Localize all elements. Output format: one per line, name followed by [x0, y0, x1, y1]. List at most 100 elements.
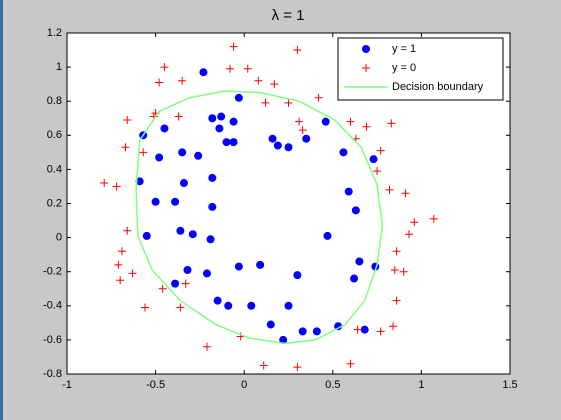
y-tick-label: 0.2: [47, 197, 62, 209]
legend-label: y = 0: [392, 62, 416, 74]
point: [176, 303, 185, 312]
point: [261, 98, 270, 107]
point: [247, 301, 256, 310]
window-edge: [0, 0, 3, 420]
point: [121, 143, 130, 152]
point: [155, 78, 164, 87]
legend-swatch: [362, 64, 370, 72]
point: [266, 320, 275, 329]
point: [355, 257, 364, 266]
point: [284, 143, 293, 152]
point: [387, 119, 396, 128]
legend-label: Decision boundary: [392, 81, 484, 93]
point: [160, 124, 169, 133]
point: [215, 124, 224, 133]
legend-label: y = 1: [392, 43, 416, 55]
point: [171, 279, 180, 288]
point: [199, 68, 208, 77]
point: [353, 325, 362, 334]
point: [323, 231, 332, 240]
x-tick-label: 0: [241, 379, 247, 391]
point: [178, 148, 187, 157]
point: [392, 296, 401, 305]
y-tick-label: 0.8: [47, 95, 62, 107]
point: [385, 185, 394, 194]
point: [392, 247, 401, 256]
point: [373, 167, 382, 176]
point: [117, 247, 126, 256]
point: [229, 138, 238, 147]
point: [183, 265, 192, 274]
point: [188, 230, 197, 239]
point: [114, 260, 123, 269]
x-tick-label: -1: [62, 379, 72, 391]
point: [171, 197, 180, 206]
point: [206, 235, 215, 244]
point: [259, 361, 268, 370]
point: [410, 218, 419, 227]
point: [360, 325, 369, 334]
point: [401, 189, 410, 198]
point: [202, 269, 211, 278]
point: [234, 262, 243, 271]
point: [376, 146, 385, 155]
y-tick-label: 0: [56, 232, 62, 244]
point: [279, 335, 288, 344]
y-tick-label: 1: [56, 61, 62, 73]
point: [314, 93, 323, 102]
point: [213, 296, 222, 305]
x-tick-label: 1.5: [502, 379, 517, 391]
point: [270, 80, 279, 89]
point: [208, 202, 217, 211]
point: [298, 327, 307, 336]
point: [226, 64, 235, 73]
y-tick-label: 0.6: [47, 129, 62, 141]
point: [429, 214, 438, 223]
point: [128, 269, 137, 278]
point: [174, 112, 183, 121]
y-tick-label: -0.6: [43, 334, 62, 346]
point: [229, 117, 238, 126]
x-tick-label: 0.5: [325, 379, 340, 391]
point: [194, 151, 203, 160]
point: [158, 284, 167, 293]
point: [160, 63, 169, 72]
point: [254, 76, 263, 85]
point: [151, 197, 160, 206]
point: [256, 260, 265, 269]
point: [224, 301, 233, 310]
point: [112, 182, 121, 191]
point: [295, 117, 304, 126]
point: [234, 93, 243, 102]
point: [293, 46, 302, 55]
point: [155, 153, 164, 162]
boundary-line: [135, 90, 384, 345]
point: [390, 265, 399, 274]
point: [181, 279, 190, 288]
legend-swatch: [362, 45, 370, 53]
point: [284, 301, 293, 310]
point: [140, 303, 149, 312]
point: [100, 179, 109, 188]
point: [222, 138, 231, 147]
point: [202, 342, 211, 351]
y-tick-label: 1.2: [47, 27, 62, 39]
point: [179, 179, 188, 188]
point: [217, 112, 226, 121]
point: [344, 187, 353, 196]
x-tick-label: 1: [418, 379, 424, 391]
point: [268, 134, 277, 143]
point: [404, 230, 413, 239]
y-tick-label: 0.4: [47, 163, 62, 175]
point: [350, 274, 359, 283]
point: [273, 141, 282, 150]
point: [208, 173, 217, 182]
point: [293, 363, 302, 372]
point: [116, 276, 125, 285]
point: [351, 206, 360, 215]
point: [334, 322, 343, 331]
point: [123, 226, 132, 235]
point: [293, 271, 302, 280]
point: [123, 115, 132, 124]
